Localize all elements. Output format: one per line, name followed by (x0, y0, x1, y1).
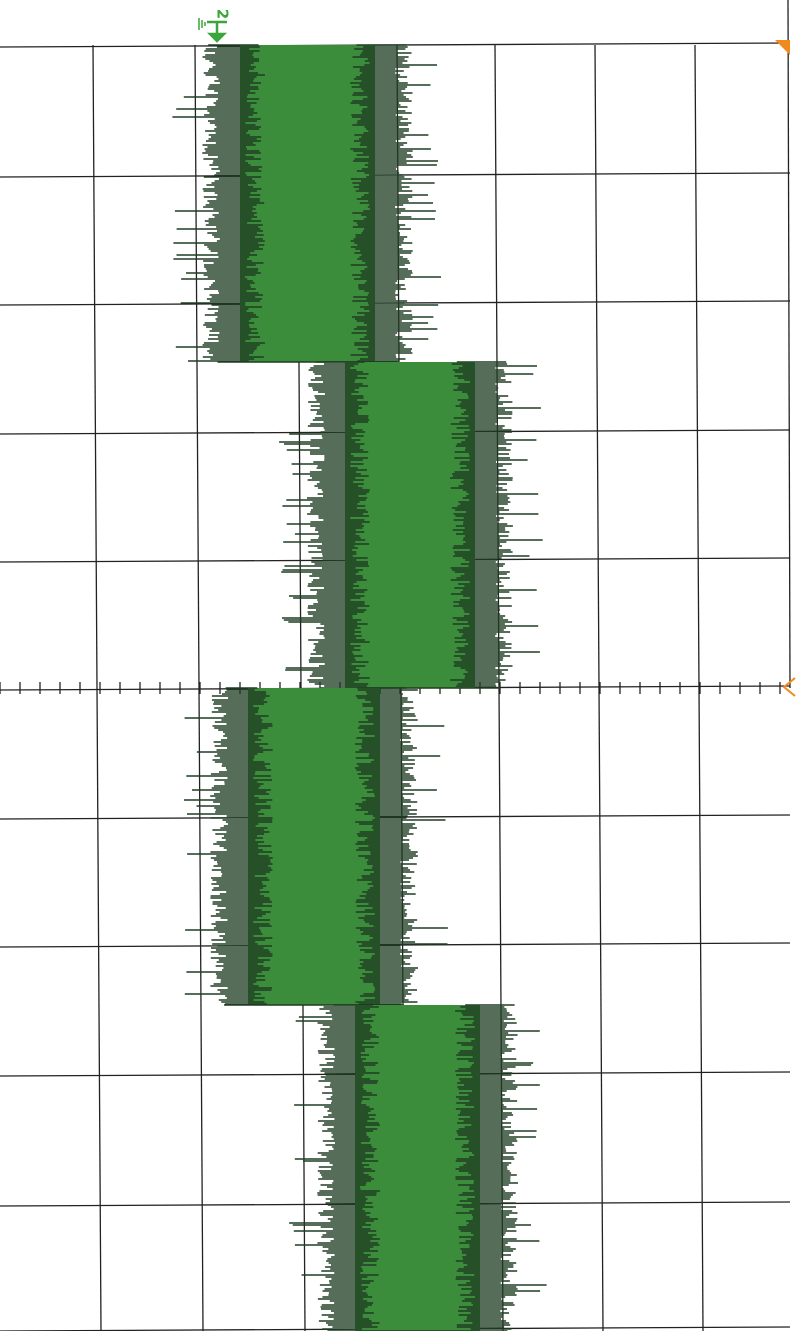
channel-2-ground-marker: 2 (198, 9, 232, 43)
trace-noise (172, 44, 441, 362)
ground-symbol (198, 18, 206, 30)
grid-line (694, 44, 704, 1331)
grid-line (0, 942, 791, 948)
level-marker (782, 677, 796, 697)
trace-noise (289, 1004, 547, 1330)
grid-line (594, 44, 604, 1331)
channel-label: 2 (214, 9, 232, 19)
trace-noise (279, 361, 543, 687)
border (787, 0, 791, 689)
waveform-trace (172, 44, 547, 1331)
grid-line (92, 44, 102, 1331)
trace-core (355, 1005, 480, 1331)
trace-noise (184, 687, 448, 1005)
ground-arrow (206, 20, 228, 43)
trace-core (345, 362, 475, 688)
grid-line (0, 814, 791, 820)
trigger-marker (775, 40, 790, 55)
